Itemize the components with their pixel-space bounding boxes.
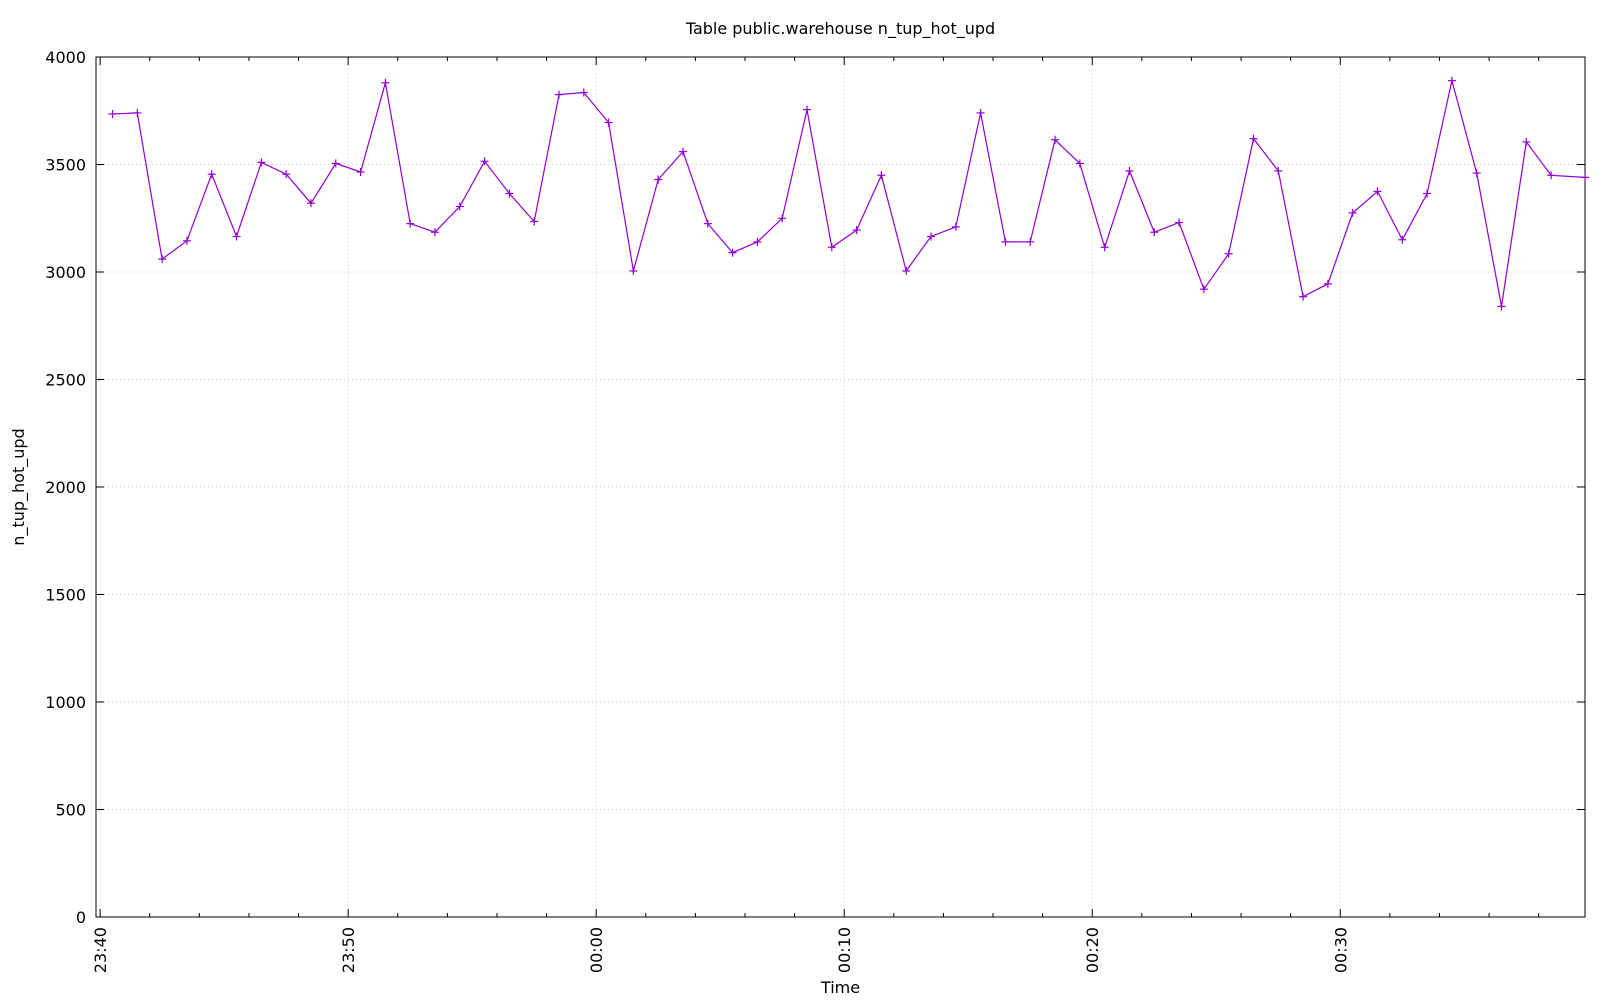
y-tick-label: 2000 <box>45 478 86 497</box>
data-point <box>679 147 688 156</box>
data-point <box>1423 189 1432 198</box>
data-point <box>1398 235 1407 244</box>
data-point <box>728 248 737 257</box>
data-point <box>877 171 886 180</box>
data-point <box>158 255 167 264</box>
data-point <box>1199 285 1208 294</box>
data-point <box>1224 249 1233 258</box>
data-point <box>530 217 539 226</box>
data-point <box>753 237 762 246</box>
data-point <box>852 226 861 235</box>
data-point <box>257 158 266 167</box>
data-point <box>1472 169 1481 178</box>
data-point <box>902 266 911 275</box>
data-point <box>282 170 291 179</box>
x-tick-label: 00:30 <box>1331 927 1350 973</box>
data-point <box>108 109 117 118</box>
data-point <box>133 108 142 117</box>
data-point <box>207 170 216 179</box>
data-point <box>1051 135 1060 144</box>
data-point <box>1001 237 1010 246</box>
data-point <box>1125 166 1134 175</box>
y-tick-label: 3500 <box>45 156 86 175</box>
x-tick-label: 00:20 <box>1083 927 1102 973</box>
y-tick-label: 4000 <box>45 48 86 67</box>
data-point <box>951 222 960 231</box>
data-point <box>455 202 464 211</box>
data-point <box>1522 137 1531 146</box>
data-point <box>1150 228 1159 237</box>
data-point <box>406 219 415 228</box>
data-point <box>1075 159 1084 168</box>
chart-title: Table public.warehouse n_tup_hot_upd <box>685 19 995 39</box>
data-point <box>1373 187 1382 196</box>
data-point <box>554 90 563 99</box>
y-tick-label: 500 <box>55 801 86 820</box>
data-point <box>1026 237 1035 246</box>
data-point <box>629 266 638 275</box>
x-tick-label: 00:00 <box>587 927 606 973</box>
data-point <box>480 157 489 166</box>
data-point <box>803 105 812 114</box>
data-point <box>1274 166 1283 175</box>
data-point <box>1497 302 1506 311</box>
series-layer <box>108 76 1589 311</box>
data-point <box>1299 292 1308 301</box>
data-point <box>182 236 191 245</box>
x-tick-label: 23:40 <box>91 927 110 973</box>
y-tick-label: 1500 <box>45 586 86 605</box>
grid-lines <box>96 57 1585 917</box>
x-axis-title: Time <box>820 978 860 997</box>
x-tick-label: 00:10 <box>835 927 854 973</box>
data-point <box>604 118 613 127</box>
y-tick-label: 3000 <box>45 263 86 282</box>
data-point <box>976 108 985 117</box>
data-point <box>331 159 340 168</box>
axis-ticks: 0 500 1000 1500 2000 2500 3000 3500 4000 23:40 23:… <box>45 48 1585 973</box>
data-point <box>505 189 514 198</box>
data-point <box>1249 134 1258 143</box>
y-tick-label: 2500 <box>45 371 86 390</box>
y-tick-label: 1000 <box>45 693 86 712</box>
data-point <box>430 228 439 237</box>
data-point <box>654 175 663 184</box>
data-point <box>356 168 365 177</box>
data-point <box>1175 218 1184 227</box>
x-tick-label: 23:50 <box>339 927 358 973</box>
data-point <box>381 78 390 87</box>
data-point <box>1100 243 1109 252</box>
data-point <box>1323 279 1332 288</box>
data-point <box>232 232 241 241</box>
data-point <box>579 88 588 97</box>
series-line <box>112 80 1586 307</box>
data-point <box>927 232 936 241</box>
data-point <box>1447 76 1456 85</box>
y-axis-title: n_tup_hot_upd <box>9 428 29 545</box>
data-point <box>1547 171 1556 180</box>
data-point <box>827 243 836 252</box>
data-point <box>1581 173 1589 182</box>
data-point <box>703 219 712 228</box>
y-tick-label: 0 <box>76 908 86 927</box>
data-point <box>778 214 787 223</box>
data-point <box>1348 208 1357 217</box>
data-point <box>306 199 315 208</box>
